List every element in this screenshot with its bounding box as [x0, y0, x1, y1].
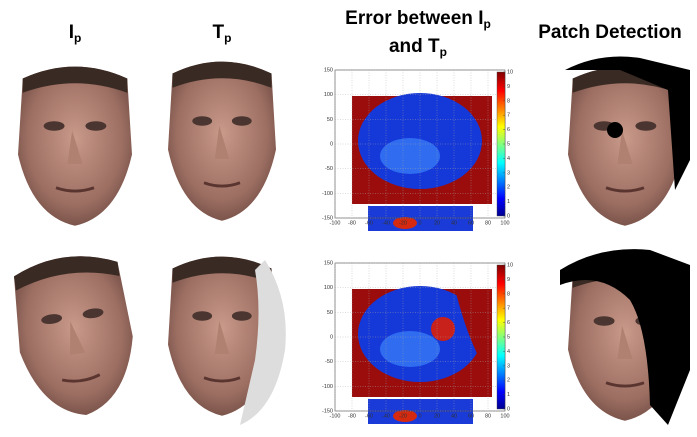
x-tick-label: 20: [434, 413, 440, 419]
colorbar-tick-label: 6: [507, 127, 510, 133]
colorbar-tick-label: 9: [507, 277, 510, 283]
figure: Ip Tp Error between Ip and Tp Patch Dete…: [0, 0, 697, 437]
colorbar-tick-label: 8: [507, 291, 510, 297]
face-image: [8, 249, 143, 422]
y-tick-label: 50: [327, 310, 333, 316]
y-tick-label: -50: [325, 359, 333, 365]
y-tick-label: -100: [322, 384, 333, 390]
colorbar-tick-label: 1: [507, 199, 510, 205]
header: Patch Detection: [538, 22, 682, 43]
colorbar-tick-label: 10: [507, 262, 513, 268]
colorbar-tick-label: 0: [507, 213, 510, 219]
header: and Tp: [389, 36, 447, 59]
colorbar-tick-label: 2: [507, 378, 510, 384]
x-tick-label: 60: [468, 220, 474, 226]
header-text: T: [213, 22, 225, 43]
colorbar-tick-label: 7: [507, 306, 510, 312]
x-tick-label: -60: [365, 413, 373, 419]
x-tick-label: 0: [418, 413, 421, 419]
face-image: [18, 67, 132, 226]
y-tick-label: 100: [324, 285, 333, 291]
x-tick-label: -20: [399, 220, 407, 226]
colorbar-tick-label: 3: [507, 170, 510, 176]
header-sub: p: [224, 31, 231, 45]
y-tick-label: 0: [330, 141, 333, 147]
x-tick-label: -80: [348, 413, 356, 419]
x-tick-label: 40: [451, 413, 457, 419]
x-tick-label: 80: [485, 220, 491, 226]
header: Ip: [69, 22, 82, 45]
y-tick-label: 100: [324, 92, 333, 98]
colorbar-tick-label: 5: [507, 334, 510, 340]
y-tick-label: 150: [324, 260, 333, 266]
x-tick-label: 40: [451, 220, 457, 226]
header-text: Error between I: [345, 8, 483, 29]
header-sub: p: [440, 45, 447, 59]
y-tick-label: -150: [322, 215, 333, 221]
colorbar-tick-label: 4: [507, 156, 510, 162]
colorbar-tick-label: 9: [507, 84, 510, 90]
x-tick-label: 100: [500, 220, 509, 226]
colorbar-tick-label: 6: [507, 320, 510, 326]
colorbar-tick-label: 2: [507, 185, 510, 191]
y-tick-label: -100: [322, 191, 333, 197]
y-tick-label: -50: [325, 166, 333, 172]
patch-mask: [607, 122, 623, 138]
header: Tp: [213, 22, 232, 45]
face-image: [568, 67, 682, 226]
y-tick-label: 150: [324, 67, 333, 73]
face-image: [168, 62, 276, 221]
x-tick-label: 80: [485, 413, 491, 419]
x-tick-label: -40: [382, 413, 390, 419]
header-sub: p: [74, 31, 81, 45]
x-tick-label: 0: [418, 220, 421, 226]
x-tick-label: 60: [468, 413, 474, 419]
y-tick-label: -150: [322, 408, 333, 414]
colorbar-tick-label: 1: [507, 392, 510, 398]
y-tick-label: 0: [330, 334, 333, 340]
colorbar-tick-label: 7: [507, 113, 510, 119]
y-tick-label: 50: [327, 117, 333, 123]
colorbar-tick-label: 5: [507, 141, 510, 147]
header-text: and T: [389, 36, 440, 57]
x-tick-label: -40: [382, 220, 390, 226]
x-tick-label: -80: [348, 220, 356, 226]
colorbar-tick-label: 4: [507, 349, 510, 355]
colorbar-tick-label: 8: [507, 98, 510, 104]
colorbar-tick-label: 3: [507, 363, 510, 369]
x-tick-label: -60: [365, 220, 373, 226]
header: Error between Ip: [345, 8, 491, 31]
header-sub: p: [483, 17, 490, 31]
x-tick-label: 100: [500, 413, 509, 419]
x-tick-label: 20: [434, 220, 440, 226]
colorbar-tick-label: 0: [507, 406, 510, 412]
x-tick-label: -20: [399, 413, 407, 419]
colorbar-tick-label: 10: [507, 69, 513, 75]
